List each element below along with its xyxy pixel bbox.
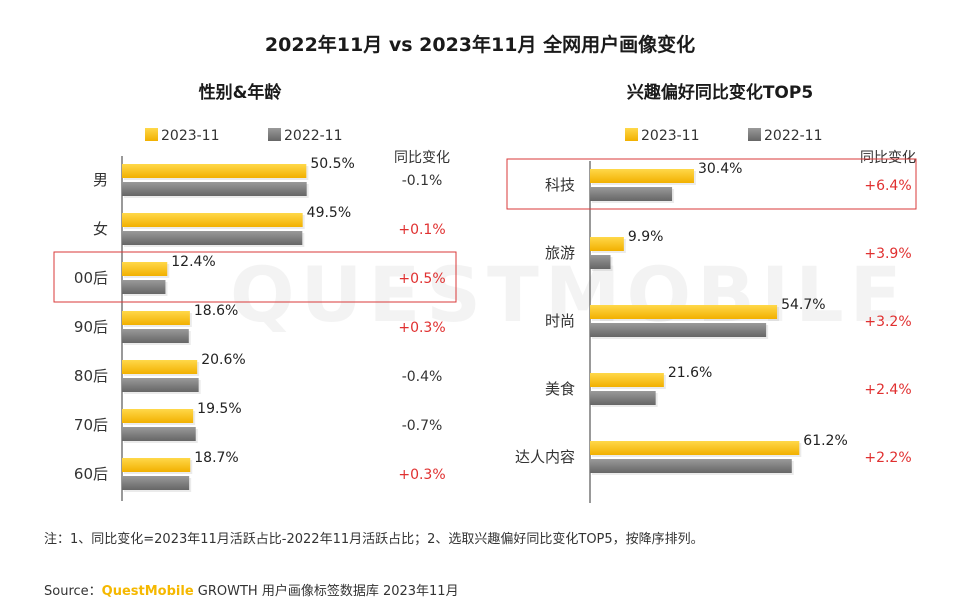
change-value: +3.9% [864, 246, 911, 262]
category-label: 女 [93, 220, 108, 238]
right-panel-title: 兴趣偏好同比变化TOP5 [626, 83, 814, 103]
data-label: 50.5% [310, 156, 354, 172]
legend-swatch-2022 [268, 128, 281, 141]
change-header: 同比变化 [860, 150, 916, 166]
bar-2023 [122, 458, 191, 472]
bar-2022 [122, 427, 196, 441]
left-panel-title: 性别&年龄 [198, 83, 282, 103]
change-value: +0.3% [398, 320, 445, 336]
change-value: -0.1% [402, 173, 443, 189]
category-label: 80后 [74, 367, 108, 385]
data-label: 20.6% [201, 352, 245, 368]
change-value: +0.3% [398, 467, 445, 483]
bar-2023 [590, 237, 624, 251]
bar-2023 [122, 213, 303, 227]
category-label: 00后 [74, 269, 108, 287]
category-label: 70后 [74, 416, 108, 434]
change-header: 同比变化 [394, 150, 450, 166]
change-value: +6.4% [864, 178, 911, 194]
watermark: QUESTMOBILE [230, 250, 908, 339]
page-title: 2022年11月 vs 2023年11月 全网用户画像变化 [264, 34, 696, 56]
category-label: 60后 [74, 465, 108, 483]
bar-2022 [122, 280, 166, 294]
bar-2022 [590, 459, 792, 473]
source-line: Source：QuestMobile GROWTH 用户画像标签数据库 2023… [44, 580, 459, 599]
category-label: 美食 [545, 380, 575, 398]
bar-2023 [590, 373, 664, 387]
footnote: 注：1、同比变化=2023年11月活跃占比-2022年11月活跃占比；2、选取兴… [44, 532, 704, 547]
data-label: 21.6% [668, 365, 712, 381]
change-value: -0.4% [402, 369, 443, 385]
legend-label-2023: 2023-11 [161, 128, 220, 144]
bar-2022 [122, 231, 303, 245]
category-label: 男 [93, 171, 108, 189]
data-label: 19.5% [197, 401, 241, 417]
bar-2022 [590, 255, 611, 269]
legend-swatch-2023 [145, 128, 158, 141]
legend-label-2022: 2022-11 [284, 128, 343, 144]
bar-2022 [122, 476, 190, 490]
legend-swatch-2023 [625, 128, 638, 141]
legend-swatch-2022 [748, 128, 761, 141]
change-value: +0.1% [398, 222, 445, 238]
data-label: 49.5% [307, 205, 351, 221]
data-label: 18.7% [194, 450, 238, 466]
data-label: 12.4% [171, 254, 215, 270]
bar-2023 [122, 164, 307, 178]
bar-2023 [122, 311, 190, 325]
bar-2023 [590, 169, 694, 183]
bar-2023 [122, 262, 168, 276]
category-label: 科技 [545, 176, 575, 194]
bar-2023 [122, 409, 194, 423]
highlight-box [53, 251, 457, 303]
source-prefix: Source： [44, 584, 102, 599]
bar-2023 [590, 441, 800, 455]
change-value: +2.4% [864, 382, 911, 398]
change-value: -0.7% [402, 418, 443, 434]
category-label: 旅游 [545, 244, 575, 262]
category-label: 时尚 [545, 312, 575, 330]
data-label: 54.7% [781, 297, 825, 313]
bar-2022 [122, 182, 307, 196]
change-value: +2.2% [864, 450, 911, 466]
source-suffix: GROWTH 用户画像标签数据库 2023年11月 [193, 584, 459, 599]
source-brand: QuestMobile [101, 584, 194, 599]
bar-2022 [590, 323, 767, 337]
legend-label-2023: 2023-11 [641, 128, 700, 144]
category-label: 达人内容 [515, 448, 575, 466]
data-label: 18.6% [194, 303, 238, 319]
data-label: 61.2% [803, 433, 847, 449]
category-label: 90后 [74, 318, 108, 336]
bar-2022 [122, 329, 189, 343]
bar-2022 [122, 378, 199, 392]
change-value: +3.2% [864, 314, 911, 330]
bar-2022 [590, 391, 656, 405]
bar-2022 [590, 187, 673, 201]
legend-label-2022: 2022-11 [764, 128, 823, 144]
data-label: 30.4% [698, 161, 742, 177]
bar-2023 [122, 360, 198, 374]
data-label: 9.9% [628, 229, 664, 245]
bar-2023 [590, 305, 778, 319]
change-value: +0.5% [398, 271, 445, 287]
highlight-box [506, 158, 917, 210]
